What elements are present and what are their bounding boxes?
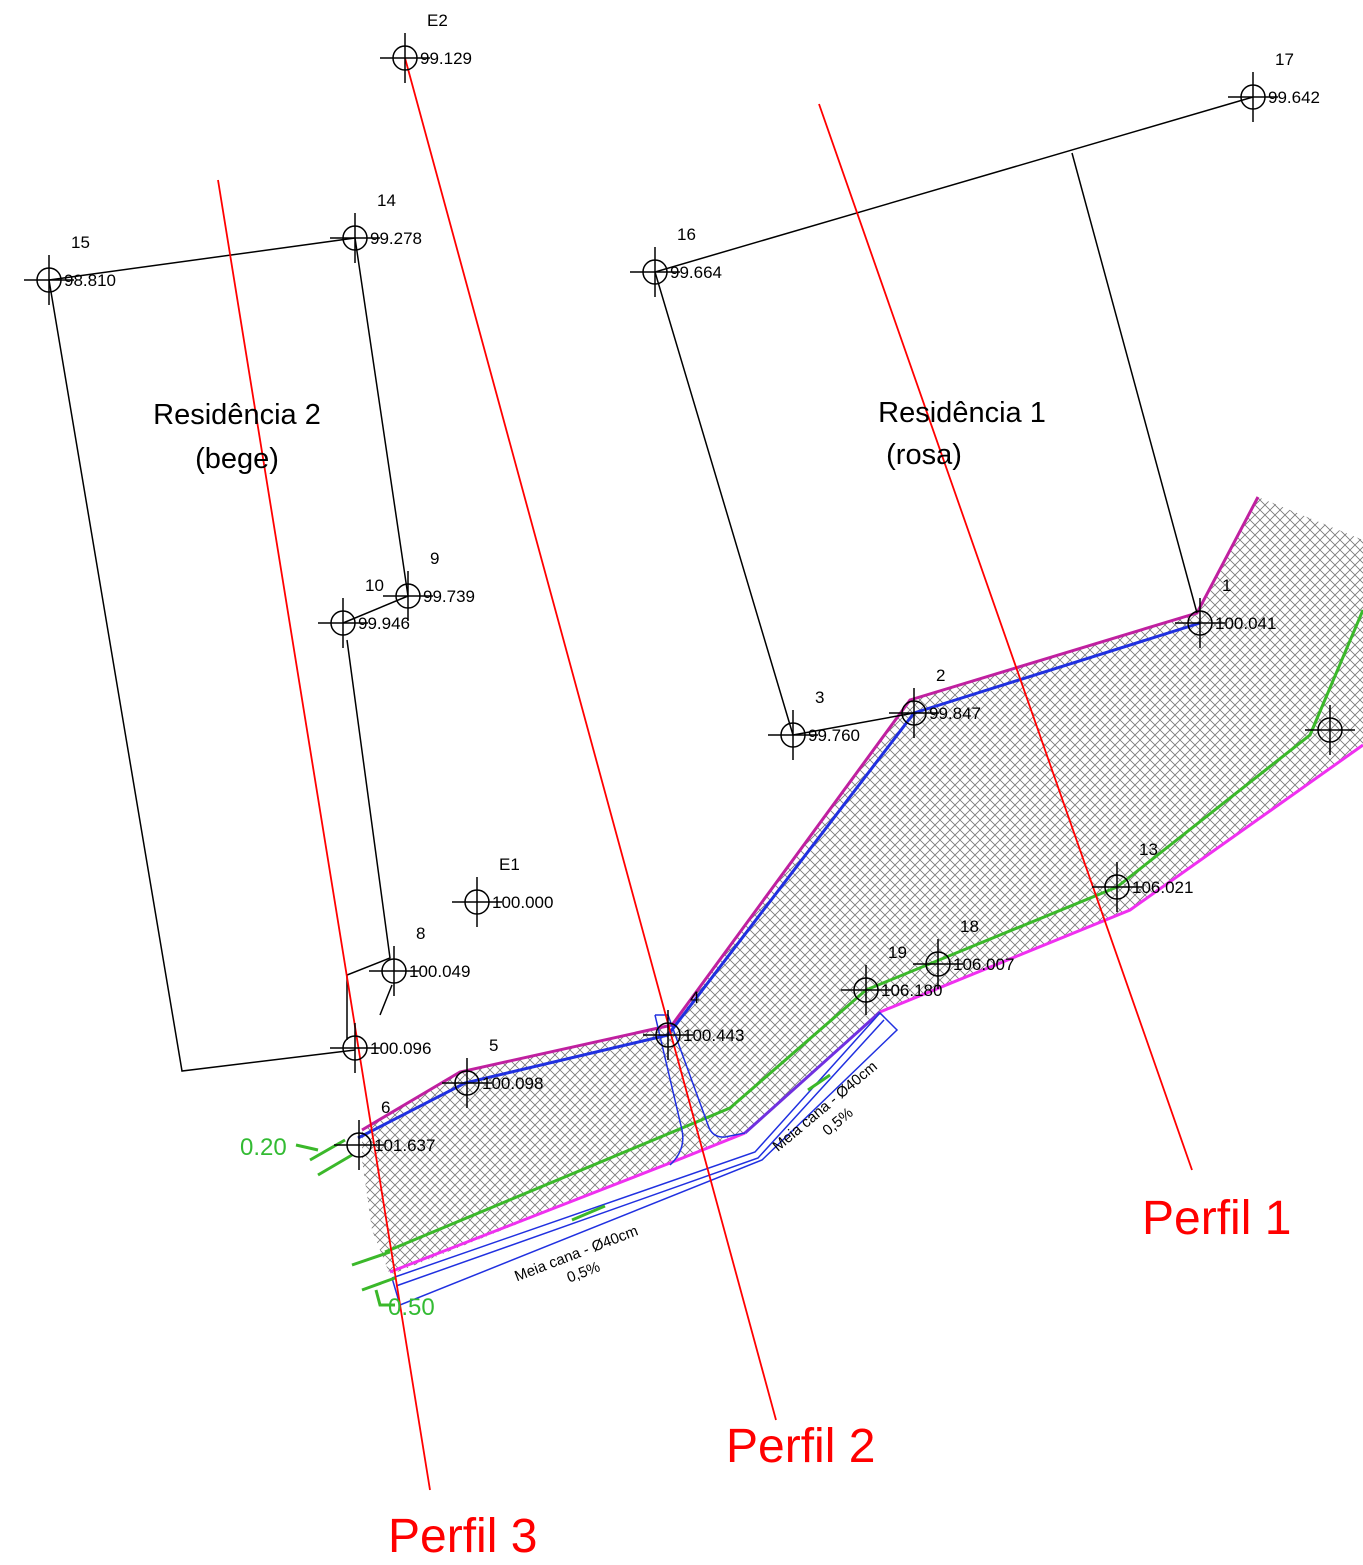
point-elevation: 100.098: [482, 1074, 543, 1093]
point-elevation: 99.946: [358, 614, 410, 633]
point-id: 17: [1275, 50, 1294, 69]
building-color: (rosa): [886, 439, 962, 471]
point-elevation: 106.007: [953, 955, 1014, 974]
profile-label: Perfil 1: [1142, 1192, 1291, 1245]
profile-lines: [217, 57, 1193, 1491]
building-outlines: [48, 96, 1254, 1072]
point-id: 1: [1222, 576, 1231, 595]
point-id: 15: [71, 233, 90, 252]
point-id: 10: [365, 576, 384, 595]
dimension: 0.50: [388, 1294, 435, 1321]
dimension-marks: [295, 1073, 831, 1307]
point-id: 14: [377, 191, 396, 210]
dimension: 0.20: [240, 1134, 287, 1161]
point-elevation: 100.443: [683, 1026, 744, 1045]
point-id: 5: [489, 1036, 498, 1055]
boundaries: [357, 496, 1363, 1274]
point-elevation: 99.664: [670, 263, 722, 282]
point-elevation: 98.810: [64, 271, 116, 290]
point-id: 3: [815, 688, 824, 707]
point-elevation: 99.642: [1268, 88, 1320, 107]
point-id: 9: [430, 549, 439, 568]
profile-label: Perfil 2: [726, 1420, 875, 1473]
hatched-area: [362, 497, 1363, 1275]
point-elevation: 100.000: [492, 893, 553, 912]
point-elevation: 99.278: [370, 229, 422, 248]
building-color: (bege): [195, 443, 279, 475]
point-id: 18: [960, 917, 979, 936]
point-id: 4: [690, 988, 699, 1007]
point-elevation: 99.760: [808, 726, 860, 745]
partial-point: [1305, 705, 1355, 755]
building-name: Residência 1: [878, 397, 1046, 429]
point-elevation: 99.739: [423, 587, 475, 606]
point-elevation: 101.637: [374, 1136, 435, 1155]
point-elevation: 99.847: [929, 704, 981, 723]
point-elevation: 100.096: [370, 1039, 431, 1058]
point-elevation: 99.129: [420, 49, 472, 68]
channel-note: Meia cana - Ø40cm 0,5%: [512, 1222, 640, 1286]
point-id: 2: [936, 666, 945, 685]
point-id: E1: [499, 855, 520, 874]
point-elevation: 106.021: [1132, 878, 1193, 897]
point-id: 19: [888, 943, 907, 962]
point-id: E2: [427, 11, 448, 30]
point-id: 8: [416, 924, 425, 943]
profile-label: Perfil 3: [388, 1510, 537, 1563]
point-elevation: 106.180: [881, 981, 942, 1000]
point-id: 6: [381, 1098, 390, 1117]
building-name: Residência 2: [153, 399, 321, 431]
point-elevation: 100.041: [1215, 614, 1276, 633]
point-id: 16: [677, 225, 696, 244]
point-id: 13: [1139, 840, 1158, 859]
point-elevation: 100.049: [409, 962, 470, 981]
